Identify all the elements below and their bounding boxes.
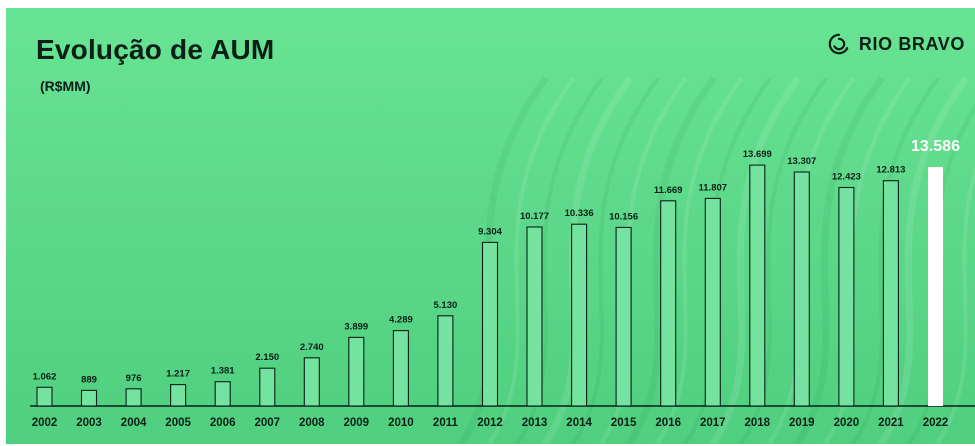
bar-2020 bbox=[838, 186, 855, 407]
bar-2011 bbox=[437, 315, 454, 407]
rio-bravo-logo-icon bbox=[828, 33, 849, 55]
value-label-2009: 3.899 bbox=[344, 321, 368, 332]
bar-2018 bbox=[749, 164, 766, 407]
bar-2022 bbox=[928, 167, 943, 406]
background-wave-line bbox=[655, 76, 744, 444]
x-tick-label-2003: 2003 bbox=[76, 417, 102, 429]
bar-2009 bbox=[348, 336, 365, 407]
value-label-2012: 9.304 bbox=[478, 226, 502, 237]
background-wave-line bbox=[710, 75, 801, 444]
x-tick-label-2008: 2008 bbox=[299, 417, 325, 429]
value-label-2022: 13.586 bbox=[911, 138, 960, 155]
chart-subtitle: (R$MM) bbox=[40, 78, 91, 94]
brand-name: RIO BRAVO bbox=[858, 33, 965, 54]
value-label-2008: 2.740 bbox=[300, 342, 324, 353]
x-tick-label-2007: 2007 bbox=[255, 417, 281, 429]
x-tick-label-2016: 2016 bbox=[655, 417, 681, 429]
x-tick-label-2010: 2010 bbox=[388, 417, 414, 429]
x-tick-label-2009: 2009 bbox=[344, 417, 370, 429]
brand-logo: RIO BRAVO bbox=[827, 32, 965, 56]
bar-2006 bbox=[214, 381, 231, 407]
x-tick-label-2004: 2004 bbox=[121, 417, 147, 429]
x-tick-label-2014: 2014 bbox=[566, 417, 592, 429]
background-wave-line bbox=[935, 165, 975, 444]
x-tick-label-2006: 2006 bbox=[210, 417, 236, 429]
background-wave-line bbox=[626, 75, 717, 444]
value-label-2013: 10.177 bbox=[520, 211, 549, 222]
chart-title: Evolução de AUM bbox=[36, 34, 275, 65]
bar-2014 bbox=[571, 223, 588, 407]
bar-2012 bbox=[481, 241, 499, 407]
value-label-2011: 5.130 bbox=[434, 300, 458, 311]
bar-2016 bbox=[660, 200, 677, 407]
x-tick-label-2013: 2013 bbox=[522, 417, 548, 429]
chart-panel: Evolução de AUM (R$MM) RIO BRAVO 1.062 20… bbox=[6, 8, 975, 444]
value-label-2004: 976 bbox=[126, 373, 142, 384]
value-label-2002: 1.062 bbox=[33, 371, 57, 382]
value-label-2020: 12.423 bbox=[832, 172, 861, 183]
x-tick-label-2022: 2022 bbox=[923, 417, 949, 429]
bar-2002 bbox=[36, 386, 53, 407]
bar-2019 bbox=[793, 171, 810, 407]
value-label-2007: 2.150 bbox=[255, 352, 279, 363]
x-tick-label-2018: 2018 bbox=[745, 417, 771, 429]
bar-2004 bbox=[125, 388, 142, 407]
value-label-2015: 10.156 bbox=[609, 211, 638, 222]
value-label-2021: 12.813 bbox=[876, 165, 905, 176]
bar-2010 bbox=[392, 330, 409, 407]
value-label-2014: 10.336 bbox=[565, 208, 594, 219]
background-wave-line bbox=[487, 76, 576, 444]
x-tick-label-2017: 2017 bbox=[700, 417, 726, 429]
value-label-2010: 4.289 bbox=[389, 315, 413, 326]
value-label-2018: 13.699 bbox=[743, 149, 772, 160]
value-label-2019: 13.307 bbox=[787, 156, 816, 167]
value-label-2017: 11.807 bbox=[699, 182, 728, 193]
bar-2021 bbox=[882, 180, 899, 407]
x-tick-label-2015: 2015 bbox=[611, 417, 637, 429]
bar-2003 bbox=[80, 389, 98, 407]
value-label-2005: 1.217 bbox=[166, 369, 190, 380]
bar-2017 bbox=[704, 197, 721, 407]
x-tick-label-2005: 2005 bbox=[165, 417, 191, 429]
x-tick-label-2012: 2012 bbox=[477, 417, 503, 429]
bar-2013 bbox=[526, 226, 543, 407]
value-label-2006: 1.381 bbox=[211, 366, 235, 377]
bar-2015 bbox=[615, 226, 632, 407]
background-wave-line bbox=[851, 76, 940, 444]
x-tick-label-2020: 2020 bbox=[834, 417, 860, 429]
x-tick-label-2002: 2002 bbox=[32, 417, 58, 429]
background-wave-line bbox=[794, 75, 885, 444]
bar-2007 bbox=[259, 367, 276, 407]
background-wave-line bbox=[571, 76, 660, 444]
x-tick-label-2019: 2019 bbox=[789, 417, 815, 429]
value-label-2016: 11.669 bbox=[654, 185, 683, 196]
background-wave-line bbox=[878, 75, 969, 444]
x-tick-label-2011: 2011 bbox=[433, 417, 459, 429]
bar-2008 bbox=[303, 357, 320, 407]
x-tick-label-2021: 2021 bbox=[878, 417, 904, 429]
aum-bar-chart: 1.062 2002 889 2003 976 2004 1.217 2005 1.381 200… bbox=[30, 75, 975, 444]
bar-2005 bbox=[170, 384, 187, 407]
value-label-2003: 889 bbox=[81, 374, 97, 385]
